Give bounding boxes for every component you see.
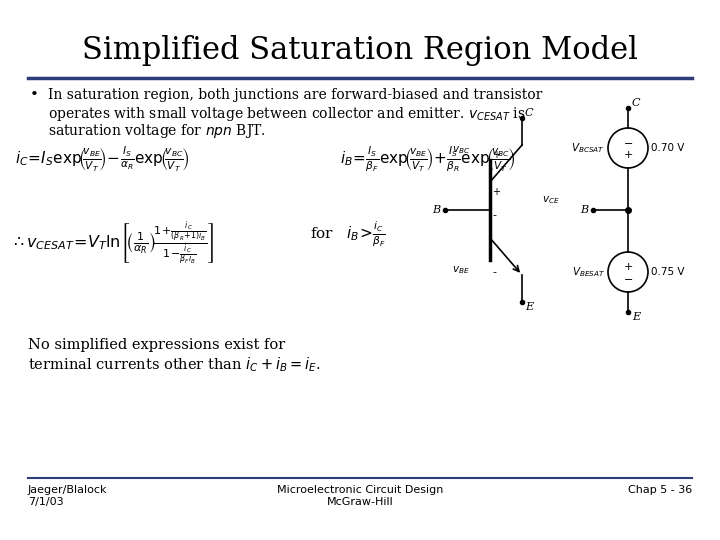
Text: $-$: $-$ xyxy=(623,137,633,147)
Text: operates with small voltage between collector and emitter. $v_{CESAT}$ is: operates with small voltage between coll… xyxy=(48,105,526,123)
Text: $v_{CE}$: $v_{CE}$ xyxy=(542,194,559,206)
Text: Simplified Saturation Region Model: Simplified Saturation Region Model xyxy=(82,35,638,66)
Text: E: E xyxy=(632,312,640,322)
Text: Microelectronic Circuit Design
McGraw-Hill: Microelectronic Circuit Design McGraw-Hi… xyxy=(276,485,444,507)
Text: C: C xyxy=(525,108,534,118)
Text: +: + xyxy=(492,150,500,160)
Text: Jaeger/Blalock
7/1/03: Jaeger/Blalock 7/1/03 xyxy=(28,485,107,507)
Text: E: E xyxy=(525,302,533,312)
Text: $v_{BC}$: $v_{BC}$ xyxy=(452,144,470,156)
Text: +: + xyxy=(492,187,500,197)
Text: $-$: $-$ xyxy=(623,273,633,283)
Text: 0.70 V: 0.70 V xyxy=(651,143,685,153)
Text: $i_B\!=\!\frac{I_S}{\beta_F}\mathrm{exp}\!\left(\!\frac{v_{BE}}{V_T}\!\right)\!+: $i_B\!=\!\frac{I_S}{\beta_F}\mathrm{exp}… xyxy=(340,145,516,174)
Text: $V_{BESAT}$: $V_{BESAT}$ xyxy=(572,265,605,279)
Text: B: B xyxy=(580,205,588,215)
Text: $V_{BCSAT}$: $V_{BCSAT}$ xyxy=(572,141,605,155)
Text: 0.75 V: 0.75 V xyxy=(651,267,685,277)
Text: No simplified expressions exist for: No simplified expressions exist for xyxy=(28,338,285,352)
Text: In saturation region, both junctions are forward-biased and transistor: In saturation region, both junctions are… xyxy=(48,88,542,102)
Text: saturation voltage for $\mathit{npn}$ BJT.: saturation voltage for $\mathit{npn}$ BJ… xyxy=(48,122,266,140)
Text: terminal currents other than $i_C + i_B = i_E$.: terminal currents other than $i_C + i_B … xyxy=(28,355,321,374)
Text: •: • xyxy=(30,88,39,102)
Text: $v_{BE}$: $v_{BE}$ xyxy=(452,264,470,276)
Text: Chap 5 - 36: Chap 5 - 36 xyxy=(628,485,692,495)
Text: -: - xyxy=(492,267,496,277)
Text: for   $i_B\!>\!\frac{i_C}{\beta_F}$: for $i_B\!>\!\frac{i_C}{\beta_F}$ xyxy=(310,220,386,249)
Text: $i_C\!=\!I_S\mathrm{exp}\!\left(\!\frac{v_{BE}}{V_T}\!\right)\!-\!\frac{I_S}{\al: $i_C\!=\!I_S\mathrm{exp}\!\left(\!\frac{… xyxy=(15,145,189,174)
Text: $\therefore v_{CESAT}\!=\!V_T\ln\!\left[\!\left(\frac{1}{\alpha_R}\right)\!\frac: $\therefore v_{CESAT}\!=\!V_T\ln\!\left[… xyxy=(10,220,215,268)
Text: C: C xyxy=(632,98,641,108)
Text: $+$: $+$ xyxy=(623,260,633,272)
Text: -: - xyxy=(492,210,496,220)
Text: B: B xyxy=(432,205,440,215)
Text: $+$: $+$ xyxy=(623,148,633,159)
